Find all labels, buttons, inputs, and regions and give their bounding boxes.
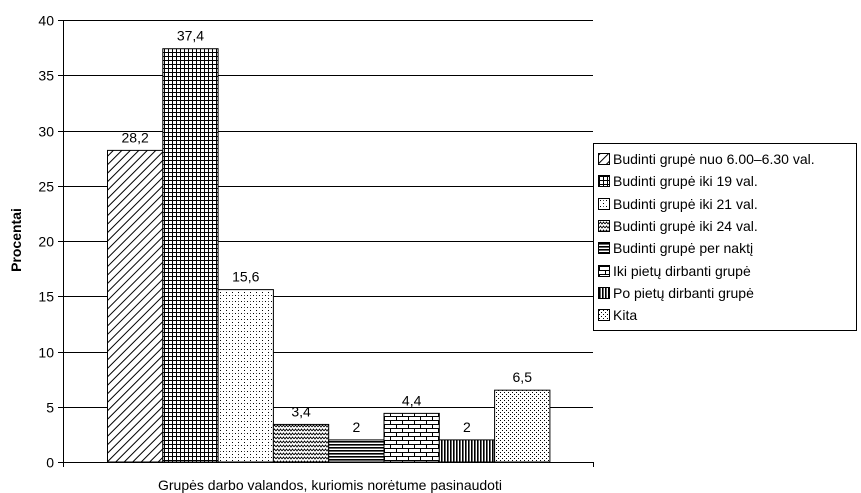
data-label: 2 (352, 419, 360, 435)
legend-item: Po pietų dirbanti grupė (598, 282, 856, 304)
data-label: 28,2 (122, 129, 149, 145)
bar (217, 289, 274, 463)
y-tick-label: 35 (38, 68, 54, 84)
y-tick-label: 5 (46, 400, 54, 416)
bar (494, 389, 551, 463)
data-label: 3,4 (291, 403, 311, 419)
bar (107, 149, 164, 463)
y-tick-label: 0 (46, 455, 54, 471)
data-label: 2 (463, 419, 471, 435)
legend-swatch (598, 309, 610, 322)
bar (272, 423, 330, 463)
data-label: 4,4 (402, 392, 422, 408)
legend-label: Budinti grupė iki 19 val. (613, 173, 758, 190)
legend-label: Po pietų dirbanti grupė (613, 284, 754, 301)
legend-swatch (598, 175, 610, 188)
legend-swatch (598, 242, 610, 255)
legend-label: Budinti grupė per naktį (613, 240, 754, 257)
legend-label: Iki pietų dirbanti grupė (613, 262, 751, 279)
data-label: 37,4 (177, 28, 204, 44)
bar (328, 439, 385, 463)
y-tick-label: 20 (38, 234, 54, 250)
legend-swatch (598, 264, 610, 277)
x-axis-title: Grupės darbo valandos, kuriomis norėtume… (158, 477, 502, 493)
legend-swatch (598, 197, 610, 210)
y-tick-label: 15 (38, 289, 54, 305)
bar (383, 412, 440, 463)
legend-item: Iki pietų dirbanti grupė (598, 259, 856, 281)
data-label: 6,5 (513, 369, 533, 385)
axes: 0 5 10 15 20 25 30 35 40 (38, 13, 594, 471)
legend-label: Budinti grupė iki 21 val. (613, 195, 758, 212)
legend-swatch (598, 220, 610, 233)
legend-label: Budinti grupė iki 24 val. (613, 218, 758, 235)
legend: Budinti grupė nuo 6.00–6.30 val. Budinti … (593, 143, 857, 332)
legend-item: Budinti grupė iki 24 val. (598, 215, 856, 237)
y-tick-label: 30 (38, 124, 54, 140)
legend-item: Budinti grupė iki 19 val. (598, 170, 856, 192)
bar (162, 48, 219, 463)
legend-item: Budinti grupė iki 21 val. (598, 193, 856, 215)
legend-swatch (598, 286, 610, 299)
value-labels: 28,2 37,4 15,6 3,4 2 4,4 2 6,5 (122, 28, 533, 435)
legend-item: Budinti grupė per naktį (598, 237, 856, 259)
legend-swatch (598, 153, 610, 166)
legend-label: Budinti grupė nuo 6.00–6.30 val. (613, 151, 815, 168)
legend-item: Kita (598, 304, 856, 326)
legend-label: Kita (613, 307, 638, 324)
bar (438, 439, 496, 463)
bars (107, 48, 551, 463)
y-tick-label: 25 (38, 179, 54, 195)
y-axis-title: Procentai (8, 208, 24, 272)
y-tick-label: 40 (38, 13, 54, 29)
data-label: 15,6 (232, 269, 259, 285)
legend-item: Budinti grupė nuo 6.00–6.30 val. (598, 148, 856, 170)
y-tick-label: 10 (38, 345, 54, 361)
